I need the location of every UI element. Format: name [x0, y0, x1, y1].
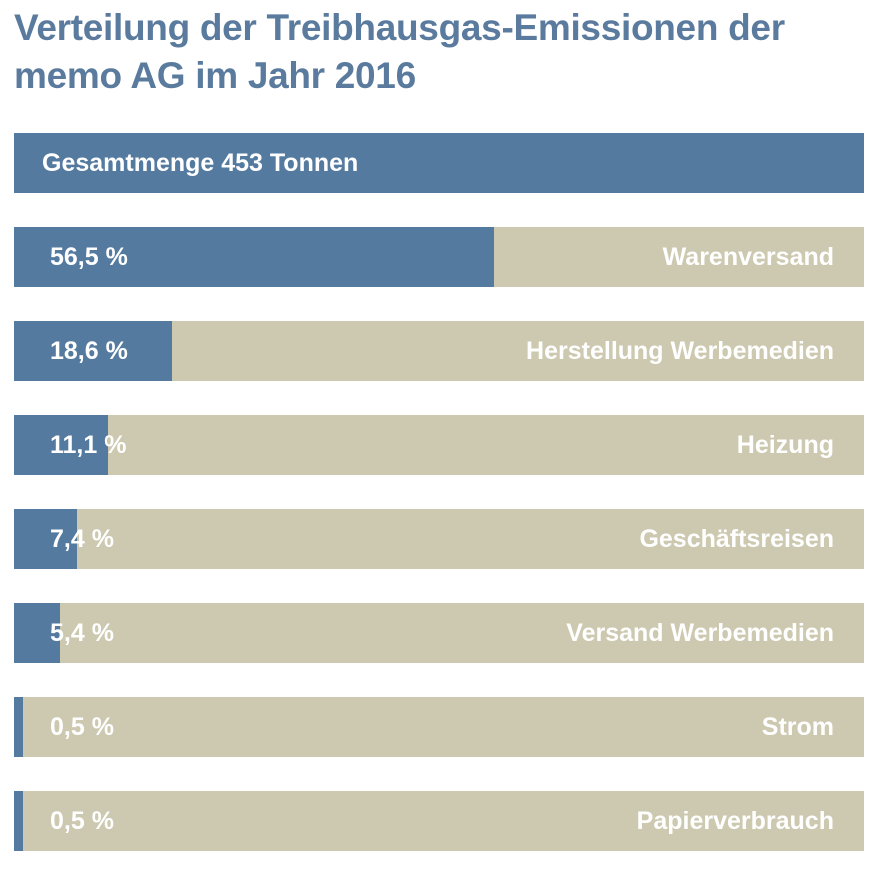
- bar-value-label: 11,1 %: [50, 431, 127, 459]
- bar-fill: [14, 321, 173, 381]
- bar-value-label: 56,5 %: [50, 243, 128, 271]
- bar-fill: [14, 603, 60, 663]
- bar-category-label: Papierverbrauch: [636, 807, 834, 835]
- bar-category-label: Versand Werbemedien: [566, 619, 834, 647]
- bar-list: 56,5 % Warenversand 18,6 % Herstellung Werb…: [14, 227, 864, 851]
- bar-row: 5,4 % Versand Werbemedien: [14, 603, 864, 663]
- bar-value-label: 7,4 %: [50, 525, 114, 553]
- bar-category-label: Warenversand: [662, 243, 834, 271]
- total-amount-label: Gesamtmenge 453 Tonnen: [42, 149, 359, 177]
- chart-title: Verteilung der Treibhausgas-Emissionen d…: [14, 7, 785, 96]
- bar-value-label: 5,4 %: [50, 619, 114, 647]
- bar-row: 11,1 % Heizung: [14, 415, 864, 475]
- bar-fill: [14, 227, 495, 287]
- bar-category-label: Herstellung Werbemedien: [526, 337, 834, 365]
- total-amount-bar: Gesamtmenge 453 Tonnen: [14, 133, 864, 193]
- bar-fill: [14, 791, 23, 851]
- bar-row: 18,6 % Herstellung Werbemedien: [14, 321, 864, 381]
- bar-value-label: 0,5 %: [50, 713, 114, 741]
- bar-fill: [14, 697, 23, 757]
- bar-category-label: Strom: [761, 713, 834, 741]
- bar-category-label: Geschäftsreisen: [639, 525, 834, 553]
- bar-value-label: 18,6 %: [50, 337, 128, 365]
- bar-value-label: 0,5 %: [50, 807, 114, 835]
- bar-row: 7,4 % Geschäftsreisen: [14, 509, 864, 569]
- bar-row: 0,5 % Papierverbrauch: [14, 791, 864, 851]
- bar-category-label: Heizung: [736, 431, 834, 459]
- bar-row: 0,5 % Strom: [14, 697, 864, 757]
- bar-row: 56,5 % Warenversand: [14, 227, 864, 287]
- bar-fill: [14, 509, 77, 569]
- bar-fill: [14, 415, 109, 475]
